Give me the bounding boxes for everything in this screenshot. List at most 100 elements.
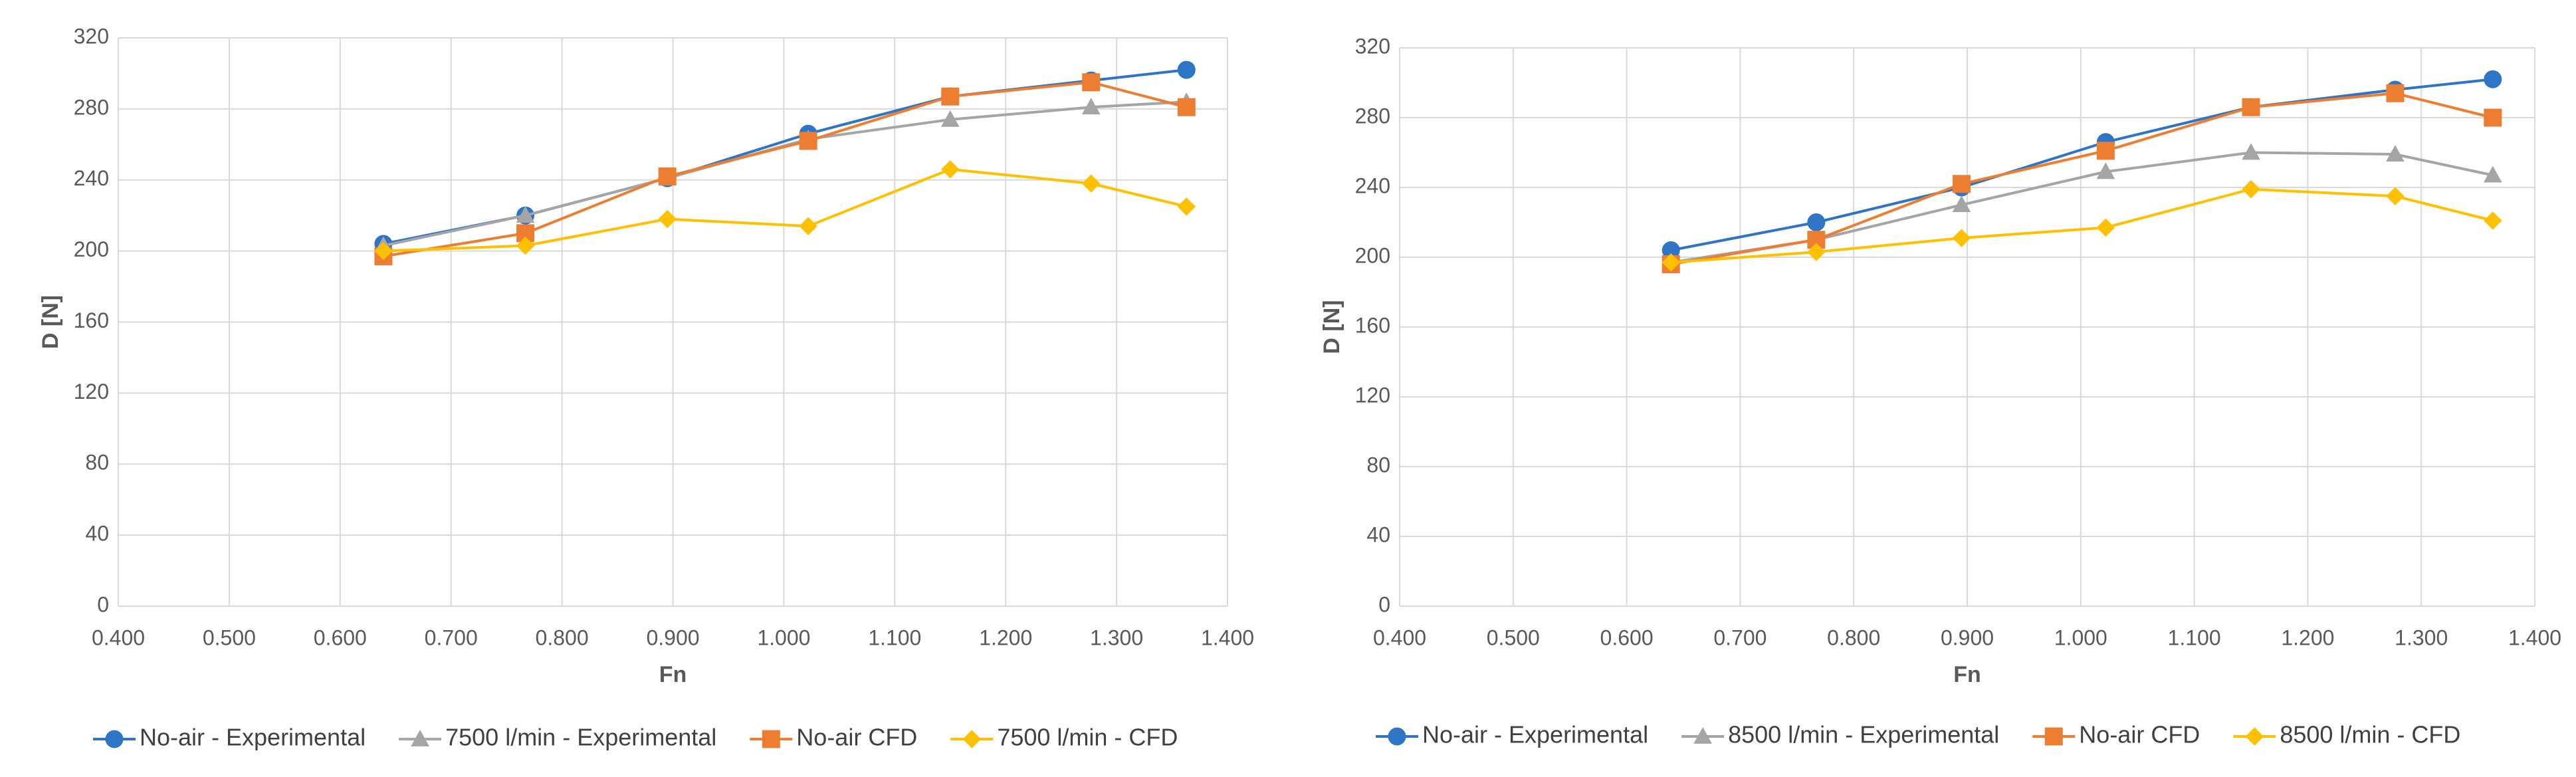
marker bbox=[2484, 108, 2502, 127]
legend-label: No-air - Experimental bbox=[1422, 721, 1648, 748]
x-tick-label: 0.500 bbox=[1487, 625, 1540, 649]
marker bbox=[658, 209, 677, 229]
legend-item: 8500 l/min - Experimental bbox=[1681, 721, 1999, 748]
y-axis-title: D [N] bbox=[38, 295, 63, 349]
x-tick-label: 0.700 bbox=[1713, 625, 1767, 649]
y-tick-label: 160 bbox=[74, 308, 109, 332]
y-axis-title: D [N] bbox=[1319, 300, 1344, 354]
legend-marker bbox=[105, 730, 124, 748]
legend-label: No-air CFD bbox=[2079, 721, 2200, 748]
x-tick-label: 1.300 bbox=[2395, 625, 2448, 649]
marker bbox=[940, 110, 960, 127]
marker bbox=[2242, 179, 2260, 199]
marker bbox=[374, 241, 393, 261]
marker bbox=[2096, 142, 2115, 160]
legend-marker bbox=[2245, 727, 2264, 746]
marker bbox=[1177, 197, 1196, 216]
y-tick-label: 40 bbox=[1366, 522, 1390, 546]
y-tick-label: 80 bbox=[85, 451, 109, 475]
legend-item: 7500 l/min - Experimental bbox=[399, 724, 716, 751]
y-tick-label: 0 bbox=[97, 592, 109, 616]
x-tick-label: 0.600 bbox=[314, 625, 367, 649]
y-tick-label: 280 bbox=[1355, 104, 1390, 128]
legend-label: 7500 l/min - CFD bbox=[997, 724, 1178, 751]
x-tick-label: 0.600 bbox=[1600, 625, 1654, 649]
marker bbox=[516, 206, 535, 223]
legend-marker bbox=[1388, 727, 1406, 746]
marker bbox=[1081, 98, 1101, 115]
x-tick-label: 0.400 bbox=[92, 625, 145, 649]
marker bbox=[2386, 84, 2405, 102]
legend-label: No-air - Experimental bbox=[140, 724, 366, 751]
marker bbox=[1952, 229, 1971, 247]
y-tick-label: 240 bbox=[74, 166, 109, 190]
marker bbox=[1952, 195, 1971, 213]
legend-marker bbox=[962, 730, 982, 748]
y-tick-label: 0 bbox=[1378, 592, 1390, 616]
marker bbox=[1177, 98, 1196, 116]
series-line bbox=[383, 167, 1187, 253]
legend-marker bbox=[762, 730, 780, 748]
legend-marker bbox=[2044, 727, 2063, 746]
y-tick-label: 40 bbox=[85, 522, 109, 546]
x-tick-label: 1.200 bbox=[2281, 625, 2334, 649]
x-tick-label: 0.900 bbox=[646, 625, 699, 649]
marker bbox=[2096, 162, 2115, 179]
marker bbox=[2386, 145, 2405, 162]
x-axis-title: Fn bbox=[659, 662, 687, 687]
x-tick-label: 1.400 bbox=[1201, 625, 1254, 649]
marker bbox=[2242, 143, 2260, 160]
x-tick-label: 0.800 bbox=[1827, 625, 1880, 649]
x-tick-label: 1.000 bbox=[2054, 625, 2107, 649]
y-tick-label: 200 bbox=[74, 237, 109, 261]
legend-item: No-air - Experimental bbox=[93, 724, 366, 751]
legend-item: 7500 l/min - CFD bbox=[950, 724, 1178, 751]
legend-marker bbox=[411, 729, 429, 746]
series-line bbox=[1670, 151, 2494, 264]
y-tick-label: 160 bbox=[1355, 313, 1390, 337]
x-tick-label: 1.200 bbox=[979, 625, 1032, 649]
marker bbox=[2096, 218, 2115, 237]
legend-item: No-air - Experimental bbox=[1376, 721, 1648, 748]
marker bbox=[1082, 73, 1101, 92]
y-tick-label: 240 bbox=[1355, 173, 1390, 197]
legend-label: No-air CFD bbox=[796, 724, 917, 751]
y-tick-label: 280 bbox=[74, 95, 109, 119]
y-tick-label: 80 bbox=[1366, 453, 1390, 477]
series-line bbox=[1670, 92, 2494, 266]
x-tick-label: 0.500 bbox=[203, 625, 256, 649]
marker bbox=[799, 132, 817, 150]
x-tick-label: 1.100 bbox=[2168, 625, 2221, 649]
legend-label: 8500 l/min - Experimental bbox=[1728, 721, 1999, 748]
x-axis-title: Fn bbox=[1953, 662, 1981, 687]
marker bbox=[1177, 60, 1196, 79]
marker bbox=[941, 160, 960, 179]
x-tick-label: 0.900 bbox=[1941, 625, 1994, 649]
x-tick-label: 1.400 bbox=[2508, 625, 2561, 649]
x-tick-label: 0.800 bbox=[536, 625, 589, 649]
x-tick-label: 0.400 bbox=[1373, 625, 1426, 649]
marker bbox=[1082, 174, 1101, 193]
y-tick-label: 120 bbox=[74, 380, 109, 403]
series-line bbox=[383, 68, 1187, 245]
marker bbox=[2242, 98, 2260, 116]
marker bbox=[658, 167, 677, 185]
y-tick-label: 200 bbox=[1355, 243, 1390, 267]
marker bbox=[2386, 187, 2405, 205]
x-tick-label: 1.100 bbox=[868, 625, 921, 649]
marker bbox=[941, 87, 960, 106]
legend-item: 8500 l/min - CFD bbox=[2233, 721, 2460, 748]
x-tick-label: 0.700 bbox=[425, 625, 478, 649]
legend-marker bbox=[1693, 726, 1712, 744]
legend-label: 7500 l/min - Experimental bbox=[445, 724, 716, 751]
y-tick-label: 120 bbox=[1355, 383, 1390, 407]
series-line bbox=[1670, 78, 2494, 252]
marker bbox=[1807, 243, 1826, 261]
legend-item: No-air CFD bbox=[750, 724, 917, 751]
x-tick-label: 1.000 bbox=[757, 625, 810, 649]
legend-item: No-air CFD bbox=[2032, 721, 2200, 748]
marker bbox=[2483, 166, 2502, 183]
marker bbox=[1807, 213, 1826, 231]
marker bbox=[516, 236, 535, 255]
